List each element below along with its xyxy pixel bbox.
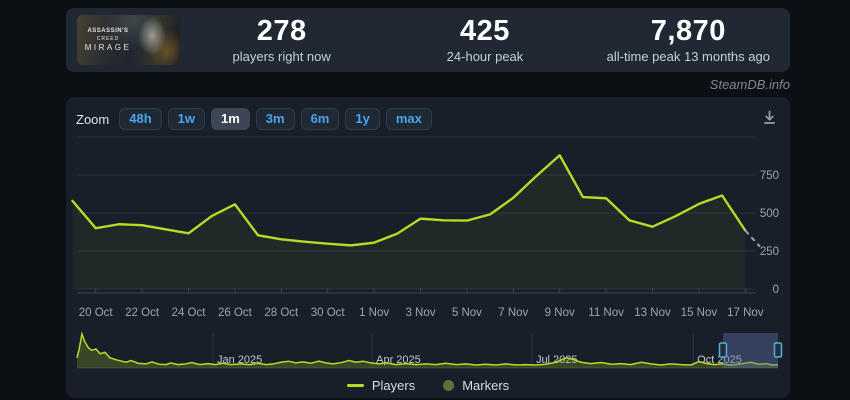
range-button-3m[interactable]: 3m [255,107,295,131]
svg-text:750: 750 [760,170,779,182]
navigator-handle[interactable] [718,342,728,358]
zoom-label: Zoom [76,111,110,127]
game-logo-line3: MIRAGE [84,42,132,52]
stat-value: 278 [256,15,307,48]
game-capsule-image[interactable]: ASSASSIN'S CREED MIRAGE [77,15,180,65]
markers-dot-swatch [443,380,455,391]
svg-text:13 Nov: 13 Nov [634,307,671,319]
svg-text:28 Oct: 28 Oct [264,307,299,319]
range-button-1w[interactable]: 1w [167,107,205,131]
stat-24-hour-peak: 425 24-hour peak [383,16,586,63]
legend-label: Markers [462,378,510,393]
stat-players-right-now: 278 players right now [180,16,383,63]
legend-item-markers[interactable]: Markers [443,378,509,393]
svg-text:24 Oct: 24 Oct [172,307,207,319]
players-line-swatch [346,384,364,387]
range-button-max[interactable]: max [385,107,432,131]
stat-label: 24-hour peak [446,48,524,64]
svg-text:26 Oct: 26 Oct [218,307,253,319]
svg-text:15 Nov: 15 Nov [681,307,718,319]
chart-toolbar: Zoom 48h 1w 1m 3m 6m 1y max [76,107,780,131]
download-icon [761,110,778,129]
svg-text:11 Nov: 11 Nov [588,307,624,319]
game-logo-line1: ASSASSIN'S [87,28,129,34]
svg-text:7 Nov: 7 Nov [498,307,528,319]
svg-text:9 Nov: 9 Nov [545,307,575,319]
legend-item-players[interactable]: Players [346,378,416,393]
svg-text:17 Nov: 17 Nov [727,307,764,319]
svg-text:0: 0 [773,284,779,296]
svg-text:3 Nov: 3 Nov [405,307,435,319]
stat-value: 425 [460,15,510,48]
stat-value: 7,870 [650,15,726,48]
svg-text:250: 250 [760,246,779,258]
legend-label: Players [371,378,416,393]
stat-all-time-peak: 7,870 all-time peak 13 months ago [587,16,790,63]
navigator-selection[interactable] [722,333,778,368]
svg-text:500: 500 [760,208,779,220]
download-button[interactable] [759,107,780,131]
game-logo: ASSASSIN'S CREED MIRAGE [84,28,132,53]
svg-text:1 Nov: 1 Nov [359,307,389,319]
navigator-handle[interactable] [773,342,783,358]
svg-text:5 Nov: 5 Nov [452,307,482,319]
game-logo-line2: CREED [96,35,120,42]
chart-legend: Players Markers [66,378,790,393]
steamdb-watermark: SteamDB.info [709,77,790,92]
player-chart-panel: 0 250 500 750 20 Oct 22 Oct 24 Oct 26 Oct 28 Oct… [66,97,790,398]
range-button-48h[interactable]: 48h [119,107,162,131]
svg-text:22 Oct: 22 Oct [125,307,160,319]
stat-label: all-time peak 13 months ago [606,48,770,64]
stat-label: players right now [232,48,331,64]
players-line-chart[interactable]: 0 250 500 750 20 Oct 22 Oct 24 Oct 26 Oct 28 Oct… [66,97,790,398]
svg-text:20 Oct: 20 Oct [79,307,114,319]
range-button-1m[interactable]: 1m [210,107,250,131]
range-button-6m[interactable]: 6m [300,107,340,131]
stats-header-card: ASSASSIN'S CREED MIRAGE 278 players righ… [66,8,790,72]
range-button-1y[interactable]: 1y [345,107,380,131]
svg-text:30 Oct: 30 Oct [311,307,346,319]
